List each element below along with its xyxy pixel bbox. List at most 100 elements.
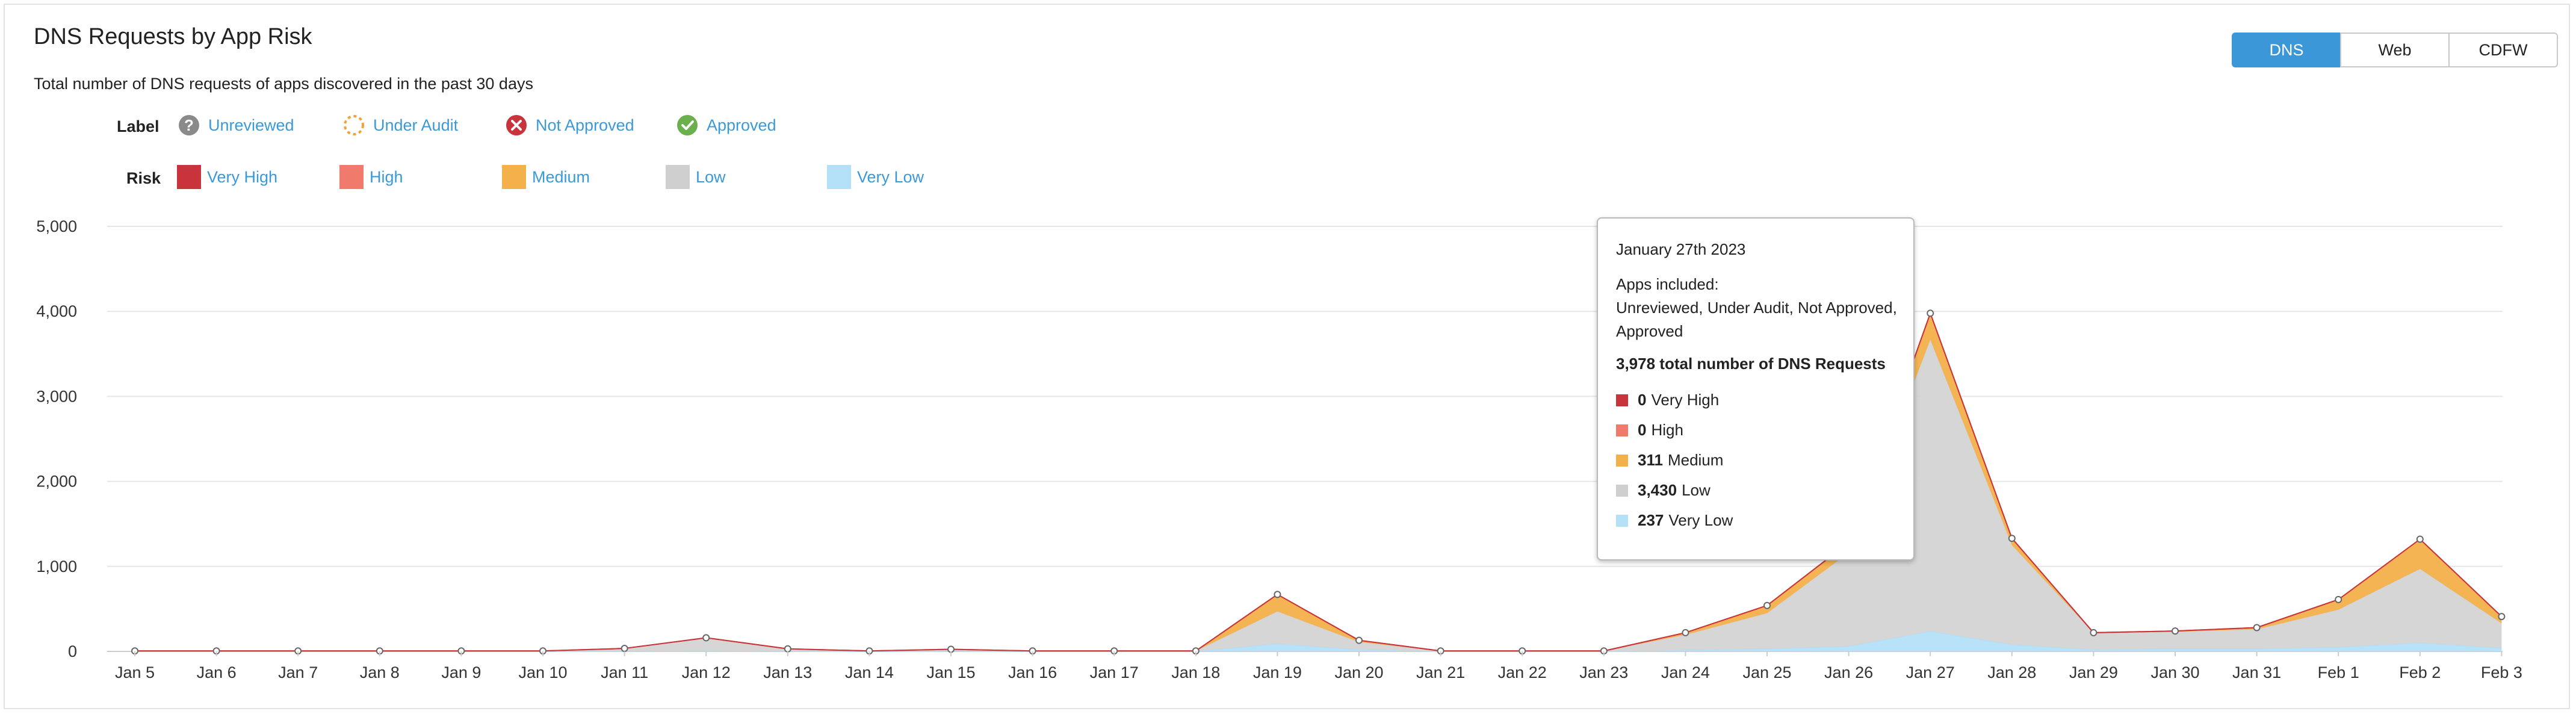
x-tick-label: Feb 1 <box>2318 663 2359 681</box>
swatch-very-high <box>177 165 201 189</box>
x-tick-label: Jan 27 <box>1906 663 1955 681</box>
svg-text:?: ? <box>184 116 194 134</box>
dashed-circle-icon <box>344 115 364 135</box>
tooltip-apps: Apps included: Unreviewed, Under Audit, … <box>1616 273 1899 343</box>
data-point[interactable] <box>2498 613 2506 621</box>
legend-label-approved[interactable]: Approved <box>675 113 776 137</box>
question-circle-icon: ? <box>179 115 199 135</box>
chart-subtitle: Total number of DNS requests of apps dis… <box>34 75 533 93</box>
series-line-medium <box>135 311 2503 652</box>
area-very-high[interactable] <box>135 313 2502 651</box>
data-point[interactable] <box>2416 535 2424 543</box>
y-tick-label: 3,000 <box>36 387 77 405</box>
swatch-medium <box>502 165 526 189</box>
data-point[interactable] <box>1682 629 1689 636</box>
x-tick-label: Feb 3 <box>2481 663 2522 681</box>
x-tick-label: Jan 10 <box>518 663 567 681</box>
x-tick-label: Jan 15 <box>926 663 975 681</box>
x-tick-label: Jan 30 <box>2150 663 2199 681</box>
data-point[interactable] <box>702 634 710 642</box>
x-tick-label: Jan 8 <box>360 663 400 681</box>
x-tick-label: Jan 24 <box>1661 663 1710 681</box>
tooltip-swatch <box>1616 514 1628 527</box>
legend-label-heading: Label <box>117 117 159 135</box>
swatch-low <box>666 165 690 189</box>
tooltip-swatch <box>1616 484 1628 497</box>
chart-tooltip: January 27th 2023 Apps included: Unrevie… <box>1597 217 1915 560</box>
tooltip-swatch <box>1616 424 1628 436</box>
data-point[interactable] <box>2090 629 2098 636</box>
tooltip-row-very-low: 237 Very Low <box>1616 511 1733 530</box>
page-title: DNS Requests by App Risk <box>34 24 312 49</box>
swatch-very-low <box>827 165 851 189</box>
legend-label-under-audit[interactable]: Under Audit <box>342 113 458 137</box>
x-tick-label: Jan 29 <box>2069 663 2118 681</box>
series-line-low <box>135 338 2502 652</box>
area-very-low[interactable] <box>135 631 2502 651</box>
x-tick-label: Jan 25 <box>1742 663 1791 681</box>
tooltip-value: 0 <box>1638 391 1647 409</box>
tooltip-swatch <box>1616 454 1628 467</box>
y-tick-label: 2,000 <box>36 473 77 491</box>
data-point[interactable] <box>2253 624 2261 632</box>
stacked-area-chart: 0 1,000 2,000 3,000 4,000 5,000 Jan 5 Jan 6 Jan… <box>36 217 2522 681</box>
tooltip-value: 0 <box>1638 421 1647 439</box>
legend-risk-very-low[interactable]: Very Low <box>827 165 924 189</box>
legend-risk-heading: Risk <box>126 169 161 187</box>
tooltip-row-low: 3,430 Low <box>1616 481 1711 500</box>
x-tick-label: Jan 6 <box>197 663 237 681</box>
data-point[interactable] <box>947 645 955 653</box>
data-point[interactable] <box>2008 535 2016 542</box>
tab-web[interactable]: Web <box>2340 33 2450 67</box>
tooltip-label: Very Low <box>1668 511 1733 529</box>
x-tick-label: Jan 17 <box>1090 663 1139 681</box>
tooltip-label: Low <box>1682 481 1711 499</box>
legend-risk-very-high[interactable]: Very High <box>177 165 277 189</box>
tooltip-row-medium: 311 Medium <box>1616 451 1723 470</box>
x-tick-label: Jan 14 <box>845 663 894 681</box>
tooltip-label: Medium <box>1667 451 1724 469</box>
legend-risk-high[interactable]: High <box>339 165 403 189</box>
area-high[interactable] <box>135 313 2502 651</box>
data-point[interactable] <box>621 645 628 653</box>
x-tick-label: Jan 18 <box>1171 663 1220 681</box>
x-tick-label: Jan 5 <box>115 663 155 681</box>
series-line-very-high <box>135 311 2503 652</box>
data-point[interactable] <box>2335 595 2342 603</box>
x-tick-label: Jan 9 <box>441 663 481 681</box>
legend-label-unreviewed[interactable]: ? Unreviewed <box>177 113 294 137</box>
x-tick-label: Jan 13 <box>763 663 812 681</box>
tooltip-row-very-high: 0 Very High <box>1616 391 1719 409</box>
tooltip-label: High <box>1651 421 1683 439</box>
tooltip-apps-heading: Apps included: <box>1616 275 1719 293</box>
y-tick-label: 0 <box>68 642 77 660</box>
x-tick-label: Jan 20 <box>1334 663 1383 681</box>
data-point[interactable] <box>784 645 791 653</box>
legend-label-not-approved[interactable]: Not Approved <box>504 113 634 137</box>
data-point[interactable] <box>1355 636 1363 644</box>
tooltip-value: 3,430 <box>1638 481 1677 499</box>
y-tick-label: 4,000 <box>36 302 77 320</box>
legend-risk-low[interactable]: Low <box>666 165 726 189</box>
data-point[interactable] <box>1927 309 1934 317</box>
x-tick-label: Jan 7 <box>278 663 318 681</box>
tooltip-apps-list: Unreviewed, Under Audit, Not Approved, A… <box>1616 299 1897 340</box>
area-low[interactable] <box>135 340 2502 651</box>
tooltip-value: 237 <box>1638 511 1664 529</box>
data-point[interactable] <box>1763 601 1771 609</box>
swatch-high <box>339 165 364 189</box>
tooltip-total: 3,978 total number of DNS Requests <box>1616 355 1886 373</box>
chart-card: DNS Requests by App Risk Total number of… <box>4 4 2570 709</box>
tooltip-value: 311 <box>1638 451 1663 469</box>
data-point[interactable] <box>2172 627 2179 635</box>
data-point[interactable] <box>1274 591 1281 598</box>
tab-cdfw[interactable]: CDFW <box>2448 33 2558 67</box>
series-line-high <box>135 311 2503 652</box>
area-medium[interactable] <box>135 313 2502 651</box>
x-tick-label: Jan 12 <box>682 663 731 681</box>
x-tick-label: Jan 23 <box>1579 663 1628 681</box>
x-tick-label: Jan 28 <box>1987 663 2036 681</box>
source-tabs: DNS Web CDFW <box>2232 33 2558 70</box>
x-tick-label: Jan 21 <box>1416 663 1465 681</box>
legend-risk-medium[interactable]: Medium <box>502 165 590 189</box>
